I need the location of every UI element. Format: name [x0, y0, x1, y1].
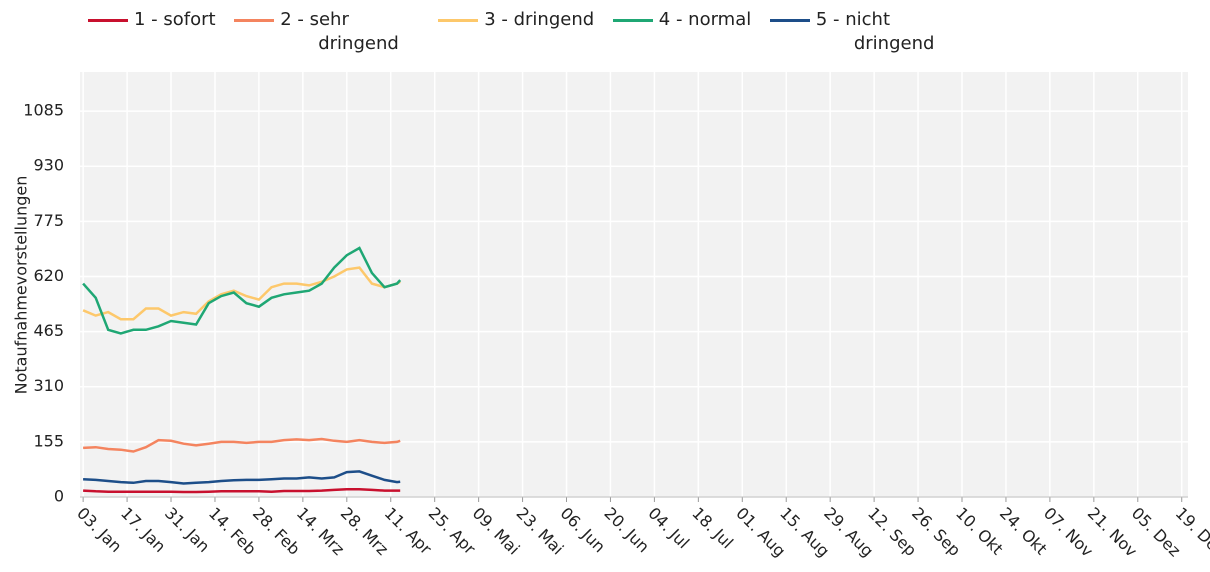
legend-swatch [612, 19, 653, 22]
legend-label: 1 - sofort [134, 9, 216, 30]
x-tick-label: 18. Jul [688, 504, 737, 553]
x-tick-label: 06. Jun [557, 504, 610, 557]
x-tick-label: 20. Jun [600, 504, 653, 557]
x-tick-label: 11. Apr [381, 504, 436, 559]
legend-item[interactable]: 3 - dringend [438, 8, 603, 56]
legend-item[interactable]: 4 - normal [612, 8, 760, 56]
x-tick-label: 24. Okt [996, 504, 1051, 559]
legend-label: 5 - nicht dringend [815, 9, 935, 54]
y-tick-label: 465 [33, 321, 64, 340]
x-tick-label: 17. Jan [117, 504, 169, 556]
series-line [82, 246, 402, 335]
x-tick-label: 31. Jan [161, 504, 213, 556]
x-tick-label: 04. Jul [644, 504, 693, 553]
legend-label: 3 - dringend [484, 9, 595, 30]
y-tick-label: 930 [33, 156, 64, 175]
series-line [83, 437, 401, 453]
legend-item[interactable]: 1 - sofort [88, 8, 224, 56]
series-line [82, 266, 401, 321]
legend-item[interactable]: 5 - nicht dringend [769, 8, 964, 56]
series-line [83, 470, 401, 485]
legend-label: 2 - sehr dringend [280, 9, 399, 54]
legend: 1 - sofort 2 - sehr dringend 3 - dringend 4… [88, 8, 974, 56]
y-axis-label: Notaufnahmevorstellungen [12, 176, 31, 395]
y-tick-label: 155 [33, 431, 64, 450]
legend-swatch [438, 19, 479, 22]
x-tick-label: 23. Mai [513, 504, 568, 559]
y-tick-label: 620 [33, 266, 64, 285]
legend-swatch [769, 19, 810, 22]
legend-swatch [234, 19, 275, 22]
x-tick-label: 14. Mrz [293, 504, 348, 559]
series-line [83, 487, 401, 494]
legend-label: 4 - normal [658, 9, 752, 30]
legend-item[interactable]: 2 - sehr dringend [234, 8, 428, 56]
plot-background [80, 72, 1188, 497]
x-tick-label: 28. Mrz [337, 504, 392, 559]
x-tick-label: 09. Mai [469, 504, 524, 559]
y-tick-label: 775 [33, 211, 64, 230]
y-tick-label: 1085 [23, 101, 64, 120]
y-tick-label: 310 [33, 376, 64, 395]
x-tick-label: 28. Feb [249, 504, 304, 559]
y-tick-label: 0 [54, 487, 64, 506]
legend-swatch [88, 19, 128, 22]
x-tick-label: 03. Jan [73, 504, 125, 556]
x-tick-label: 14. Feb [205, 504, 260, 559]
x-tick-label: 25. Apr [425, 504, 480, 559]
